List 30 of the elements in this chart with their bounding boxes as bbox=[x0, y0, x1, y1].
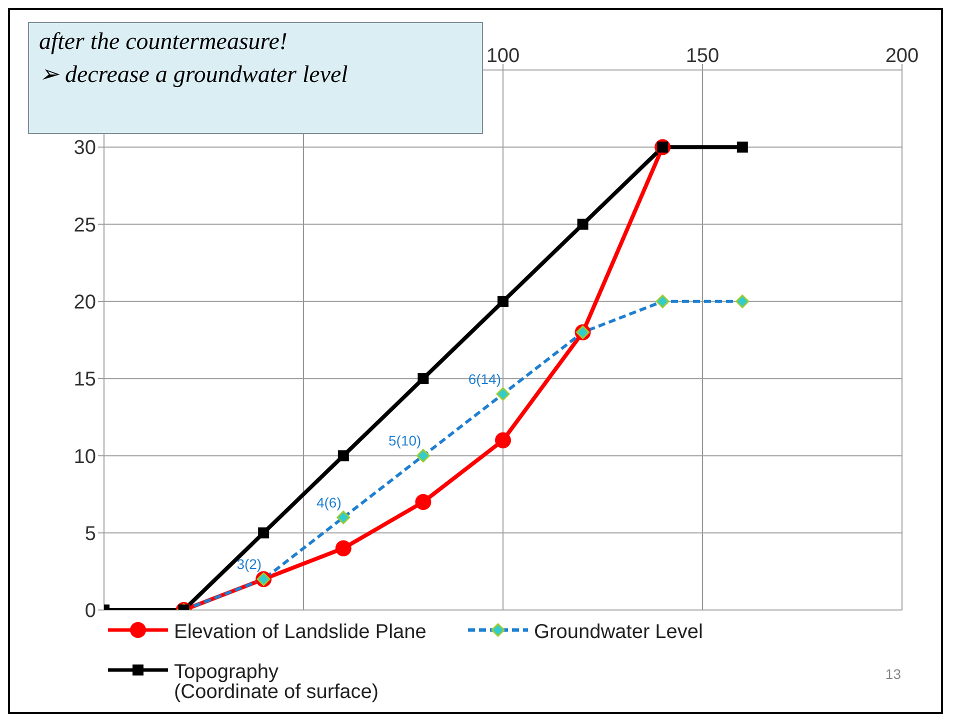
point bbox=[577, 218, 588, 230]
legend-label: Groundwater Level bbox=[534, 621, 703, 643]
point bbox=[415, 494, 432, 510]
y-tick-label: 10 bbox=[74, 446, 96, 468]
annotation: 3(2) bbox=[236, 556, 262, 572]
legend-label: Topography (Coordinate of surface) bbox=[174, 661, 379, 703]
text: 13 bbox=[885, 666, 901, 682]
annotation: 6(14) bbox=[468, 371, 501, 387]
x-tick-label: 200 bbox=[885, 45, 919, 67]
annotation: 5(10) bbox=[388, 432, 422, 449]
point bbox=[335, 540, 352, 556]
annotation: 4(6) bbox=[316, 494, 342, 510]
x-tick-label: 150 bbox=[686, 45, 720, 67]
legend-label: Elevation of Landslide Plane bbox=[174, 621, 426, 643]
y-tick-label: 15 bbox=[74, 368, 96, 391]
y-tick-label: 0 bbox=[84, 600, 96, 622]
callout-box: after the countermeasure! ➢ decrease a groundwater level bbox=[28, 22, 483, 134]
x-tick-label: 100 bbox=[486, 45, 520, 67]
y-tick-label: 5 bbox=[84, 522, 96, 545]
y-tick-label: 25 bbox=[74, 214, 96, 236]
point bbox=[495, 432, 511, 448]
point bbox=[498, 296, 508, 307]
y-tick-label: 20 bbox=[74, 292, 96, 314]
y-tick-label: 30 bbox=[74, 137, 96, 160]
point bbox=[338, 450, 349, 462]
point bbox=[736, 142, 748, 153]
chart-subtitle: ➢ decrease a groundwater level bbox=[39, 61, 349, 89]
point bbox=[418, 373, 429, 384]
point bbox=[258, 527, 270, 538]
chart-title: after the countermeasure! bbox=[39, 29, 288, 56]
